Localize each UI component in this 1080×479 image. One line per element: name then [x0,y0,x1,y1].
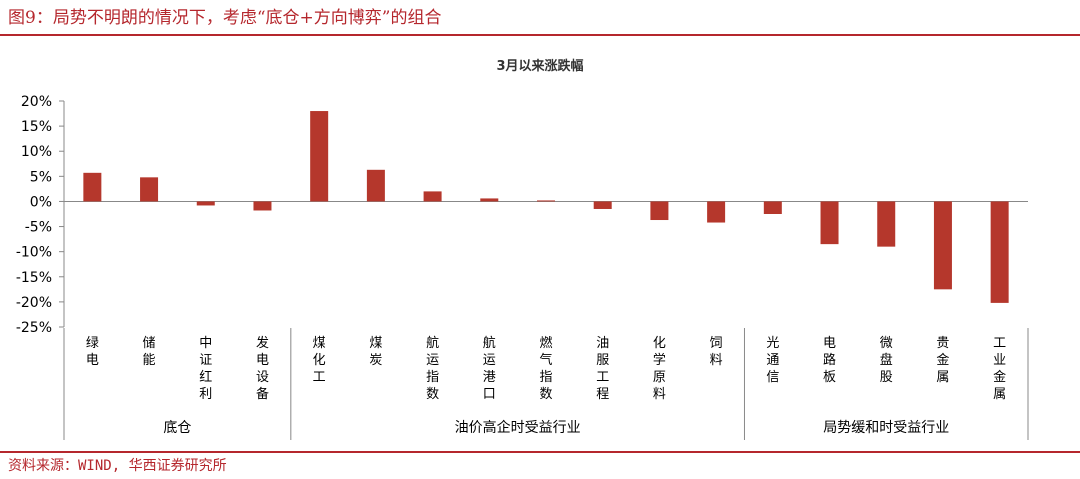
y-tick-label: -5% [25,220,52,236]
x-tick-label: 化学原料 [653,336,666,402]
y-tick-label: 0% [30,194,52,210]
bar [196,201,215,206]
y-tick-label: 15% [21,119,52,135]
y-tick-label: -25% [16,320,52,336]
group-label: 油价高企时受益行业 [455,419,581,436]
bottom-rule [0,451,1080,453]
x-tick-label: 燃气指数 [539,335,552,402]
bar [877,201,896,247]
x-tick-label: 贵金属 [936,336,949,385]
y-tick-label: 20% [21,94,52,110]
x-tick-label: 航运指数 [426,335,439,402]
bar [253,201,272,211]
x-tick-label: 中证红利 [199,336,212,402]
bar [140,177,159,202]
figure-title: 图9：局势不明朗的情况下，考虑“底仓+方向博弈”的组合 [8,8,442,28]
y-tick-label: -10% [16,245,52,261]
bar [593,201,612,209]
x-tick-label: 饲料 [710,336,723,368]
x-tick-label: 航运港口 [483,335,496,402]
chart-title: 3月以来涨跌幅 [496,58,583,74]
source-note: 资料来源：WIND, 华西证券研究所 [8,458,227,474]
top-rule [0,34,1080,36]
bar-chart: 3月以来涨跌幅 -25% -20% -15% -10% -5% 0% 5% 10% 15% 20%… [16,58,1029,440]
x-axis-labels: 绿电 储能 中证红利 发电设备 煤化工 煤炭 航运指数 航运港口 燃气指数 油服工程 化学原料 饲料 光… [86,335,1006,402]
category-groups: 底仓 油价高企时受益行业 局势缓和时受益行业 [63,328,1029,440]
bar [310,111,329,202]
x-tick-label: 工业金属 [993,336,1006,402]
x-tick-label: 煤炭 [369,336,382,368]
bar [990,201,1009,303]
bar [537,200,555,202]
group-label: 局势缓和时受益行业 [823,420,949,436]
bar [763,201,782,214]
bar [83,172,102,202]
bar [707,201,726,223]
x-tick-label: 微盘股 [880,336,893,385]
bar [423,191,442,202]
x-tick-label: 发电设备 [256,335,269,402]
x-tick-label: 光通信 [766,336,779,385]
group-label: 底仓 [163,420,191,436]
bars [83,111,1009,303]
x-tick-label: 油服工程 [596,336,609,402]
x-tick-label: 煤化工 [313,336,326,385]
y-tick-label: -15% [16,270,52,286]
y-tick-label: 5% [30,169,52,185]
x-tick-label: 储能 [143,336,156,368]
x-tick-label: 绿电 [86,336,99,368]
x-tick-label: 电路板 [823,336,836,385]
y-axis: -25% -20% -15% -10% -5% 0% 5% 10% 15% 20% [16,94,1028,336]
bar [366,169,385,202]
y-tick-label: -20% [16,295,52,311]
bar [820,201,839,245]
bar [933,201,952,290]
y-tick-label: 10% [21,144,52,160]
bar [650,201,669,221]
bar [480,198,499,202]
